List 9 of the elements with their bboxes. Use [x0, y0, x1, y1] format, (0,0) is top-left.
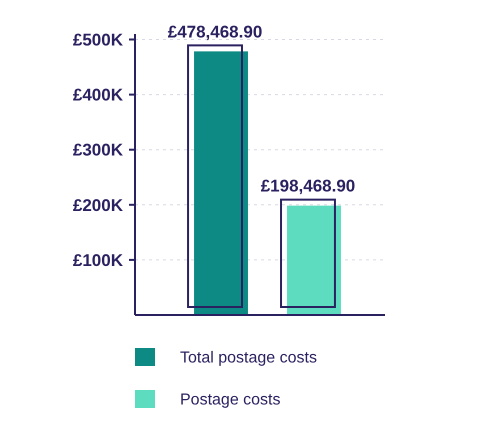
data-label: £198,468.90 — [260, 176, 356, 196]
y-tick-label: £400K — [72, 86, 124, 105]
legend-label: Total postage costs — [180, 350, 317, 367]
y-tick-label: £100K — [72, 250, 124, 270]
data-label: £478,468.90 — [168, 22, 262, 42]
y-tick-label: £200K — [72, 196, 124, 215]
y-tick-label: £300K — [72, 140, 124, 160]
y-tick-label: £500K — [72, 30, 124, 50]
legend-label: Postage costs — [180, 392, 280, 409]
